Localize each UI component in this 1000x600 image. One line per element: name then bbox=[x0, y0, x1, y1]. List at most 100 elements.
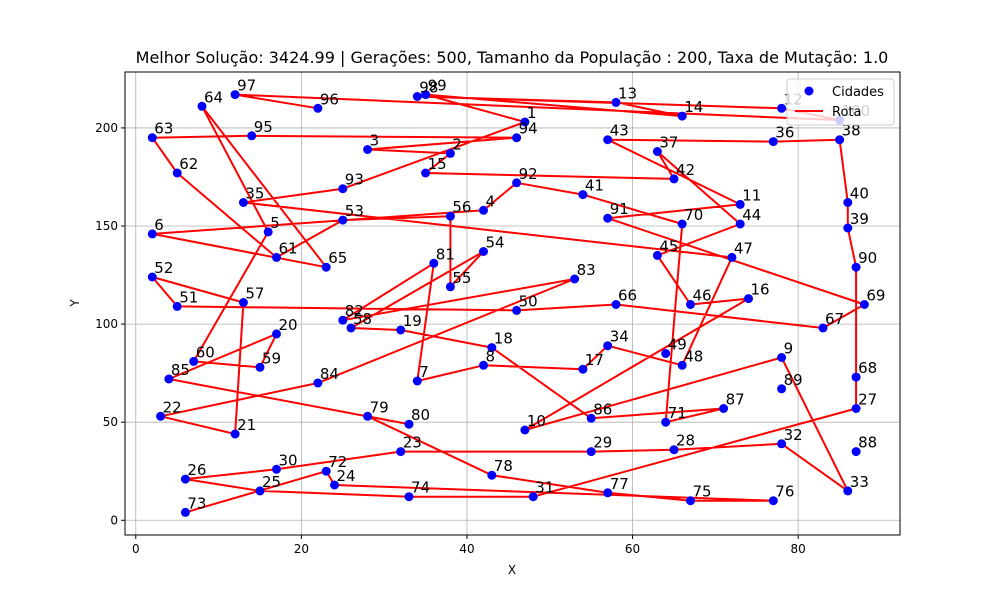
city-point bbox=[404, 492, 414, 502]
city-label: 91 bbox=[610, 200, 629, 218]
city-point bbox=[147, 272, 157, 282]
city-label: 92 bbox=[519, 165, 538, 183]
city-point bbox=[404, 419, 414, 429]
city-label: 21 bbox=[237, 416, 256, 434]
city-label: 99 bbox=[428, 77, 447, 95]
city-label: 26 bbox=[187, 461, 206, 479]
city-label: 1 bbox=[527, 104, 537, 122]
city-point bbox=[744, 294, 753, 304]
city-label: 62 bbox=[179, 155, 198, 173]
city-point bbox=[603, 135, 613, 145]
city-point bbox=[777, 353, 787, 362]
city-label: 6 bbox=[154, 216, 164, 234]
legend-label-route: Rota bbox=[832, 105, 861, 120]
city-label: 20 bbox=[279, 316, 298, 334]
city-point bbox=[412, 376, 422, 386]
city-label: 28 bbox=[676, 432, 695, 450]
city-label: 39 bbox=[850, 210, 869, 228]
city-label: 37 bbox=[659, 134, 678, 152]
city-point bbox=[851, 262, 861, 272]
city-point bbox=[777, 439, 787, 449]
city-label: 86 bbox=[593, 400, 612, 418]
city-label: 3 bbox=[370, 132, 380, 150]
city-point bbox=[843, 223, 853, 233]
city-label: 63 bbox=[154, 120, 173, 138]
city-point bbox=[147, 229, 157, 239]
city-point bbox=[570, 274, 580, 284]
city-label: 59 bbox=[262, 349, 281, 367]
city-label: 60 bbox=[196, 343, 215, 361]
city-point bbox=[661, 417, 671, 427]
city-label: 15 bbox=[428, 155, 447, 173]
city-label: 45 bbox=[659, 237, 678, 255]
city-label: 48 bbox=[684, 347, 703, 365]
city-label: 13 bbox=[618, 84, 637, 102]
city-point bbox=[677, 111, 687, 121]
city-point bbox=[611, 97, 621, 107]
city-labels: 1234567891011121314151617181920212223242… bbox=[154, 77, 885, 513]
city-label: 77 bbox=[610, 475, 629, 493]
city-label: 34 bbox=[610, 328, 629, 346]
city-point bbox=[851, 404, 861, 413]
city-label: 75 bbox=[693, 483, 712, 501]
city-point bbox=[652, 147, 662, 156]
city-label: 79 bbox=[370, 398, 389, 416]
legend-label-cities: Cidades bbox=[832, 85, 884, 100]
city-label: 71 bbox=[668, 404, 687, 422]
city-points bbox=[147, 90, 869, 517]
x-tick-label: 20 bbox=[294, 542, 309, 556]
city-label: 76 bbox=[775, 483, 794, 501]
city-label: 89 bbox=[784, 371, 803, 389]
city-label: 8 bbox=[486, 347, 496, 365]
city-point bbox=[512, 178, 522, 188]
city-point bbox=[727, 252, 737, 262]
city-label: 52 bbox=[154, 259, 173, 277]
city-point bbox=[230, 90, 240, 100]
city-point bbox=[586, 447, 596, 457]
city-label: 87 bbox=[726, 391, 745, 409]
plot-frame bbox=[124, 71, 901, 536]
city-point bbox=[735, 199, 745, 209]
y-tick-label: 50 bbox=[103, 415, 118, 429]
city-point bbox=[412, 92, 422, 101]
city-point bbox=[338, 215, 348, 225]
city-point bbox=[479, 205, 488, 215]
city-point bbox=[346, 323, 356, 333]
city-label: 69 bbox=[866, 287, 885, 305]
city-label: 32 bbox=[784, 426, 803, 444]
city-label: 33 bbox=[850, 473, 869, 491]
city-label: 61 bbox=[279, 239, 298, 257]
city-point bbox=[421, 90, 431, 100]
city-point bbox=[396, 447, 406, 457]
city-point bbox=[686, 496, 695, 506]
city-point bbox=[197, 101, 207, 111]
city-label: 96 bbox=[320, 90, 339, 108]
city-label: 2 bbox=[452, 135, 462, 153]
city-label: 29 bbox=[593, 434, 612, 452]
city-label: 55 bbox=[452, 269, 471, 287]
city-label: 73 bbox=[187, 494, 206, 512]
city-label: 53 bbox=[345, 202, 364, 220]
city-label: 66 bbox=[618, 287, 637, 305]
city-point bbox=[156, 411, 166, 421]
city-label: 10 bbox=[527, 412, 546, 430]
city-label: 24 bbox=[337, 467, 356, 485]
city-label: 94 bbox=[519, 120, 538, 138]
city-point bbox=[338, 315, 348, 325]
city-point bbox=[272, 252, 281, 262]
city-point bbox=[363, 411, 373, 421]
city-point bbox=[859, 300, 869, 309]
city-point bbox=[180, 474, 190, 484]
city-label: 35 bbox=[245, 185, 264, 203]
city-point bbox=[263, 227, 273, 237]
y-tick-label: 150 bbox=[95, 219, 118, 233]
city-label: 50 bbox=[519, 292, 538, 310]
city-point bbox=[272, 464, 281, 474]
city-point bbox=[429, 258, 439, 268]
city-label: 41 bbox=[585, 177, 604, 195]
city-point bbox=[851, 447, 861, 457]
city-point bbox=[421, 168, 431, 178]
city-point bbox=[164, 374, 174, 384]
city-point bbox=[677, 360, 687, 370]
city-point bbox=[313, 378, 323, 388]
